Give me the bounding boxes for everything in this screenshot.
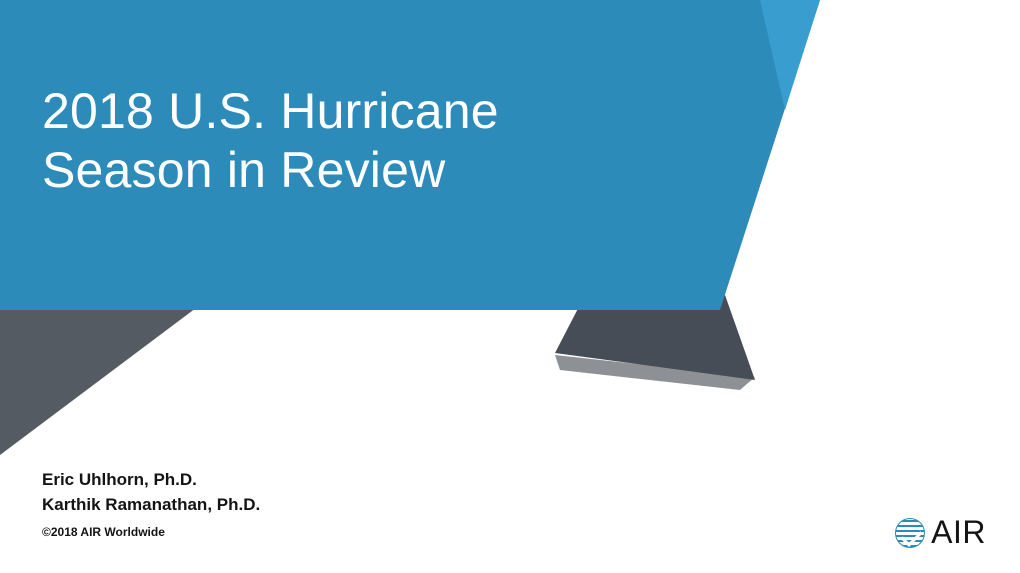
title-line-1: 2018 U.S. Hurricane [42, 83, 499, 139]
title-line-2: Season in Review [42, 142, 445, 198]
logo-text: AIR [931, 514, 986, 551]
checkmark-globe-icon [895, 518, 925, 548]
title-slide: 2018 U.S. Hurricane Season in Review Eri… [0, 0, 1020, 573]
copyright-text: ©2018 AIR Worldwide [42, 525, 165, 539]
banner-fold-lower-left [0, 305, 200, 455]
author-2: Karthik Ramanathan, Ph.D. [42, 493, 260, 518]
brand-logo: AIR [895, 514, 986, 551]
author-1: Eric Uhlhorn, Ph.D. [42, 468, 260, 493]
slide-title: 2018 U.S. Hurricane Season in Review [42, 82, 499, 200]
author-block: Eric Uhlhorn, Ph.D. Karthik Ramanathan, … [42, 468, 260, 517]
